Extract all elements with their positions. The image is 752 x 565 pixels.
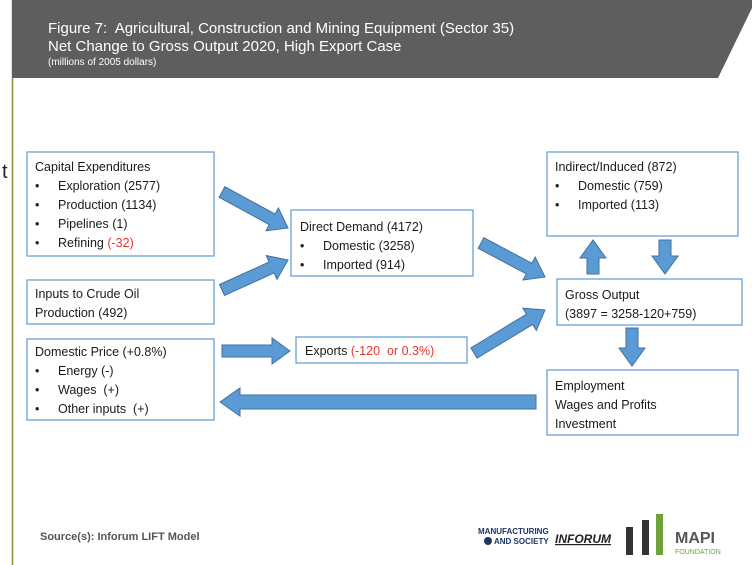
box-line: Exploration (2577) (58, 179, 160, 193)
logo-text: FOUNDATION (675, 549, 721, 556)
box-line: Wages (+) (58, 383, 119, 397)
text-segment: Exploration (2577) (58, 179, 160, 193)
text-segment: Employment (555, 379, 625, 393)
box-line: Energy (-) (58, 364, 114, 378)
text-segment: (-32) (107, 236, 133, 250)
text-segment: Wages and Profits (555, 398, 657, 412)
bullet: • (35, 236, 39, 250)
box-line: Domestic (759) (578, 179, 663, 193)
logo-bar (656, 514, 663, 555)
bullet: • (35, 198, 39, 212)
box-line: Production (492) (35, 306, 127, 320)
box-line: Pipelines (1) (58, 217, 127, 231)
bullet: • (35, 179, 39, 193)
units: (millions of 2005 dollars) (48, 57, 156, 68)
stray-text: t (2, 161, 8, 183)
text-segment: Gross Output (565, 288, 640, 302)
box-line: Employment (555, 379, 625, 393)
bullet: • (300, 258, 304, 272)
box-line: Gross Output (565, 288, 640, 302)
logo-text: MAPI (675, 530, 715, 547)
arrow (651, 239, 679, 275)
box-line: Other inputs (+) (58, 402, 149, 416)
box-line: Wages and Profits (555, 398, 657, 412)
bullet: • (35, 364, 39, 378)
text-segment: Investment (555, 417, 617, 431)
text-segment: Domestic Price (+0.8%) (35, 345, 167, 359)
box-line: Domestic Price (+0.8%) (35, 345, 167, 359)
logo-text: MANUFACTURING (478, 527, 549, 536)
text-segment: Inputs to Crude Oil (35, 287, 139, 301)
arrow (218, 254, 289, 297)
box-line: (3897 = 3258-120+759) (565, 307, 696, 321)
box-line: Refining (-32) (58, 236, 134, 250)
arrow (477, 237, 546, 281)
arrow (219, 387, 537, 417)
text-segment: Domestic (3258) (323, 239, 415, 253)
box-line: Imported (914) (323, 258, 405, 272)
text-segment: Other inputs (+) (58, 402, 149, 416)
bullet: • (555, 179, 559, 193)
text-segment: (-120 or 0.3%) (351, 344, 434, 358)
title-line1: Figure 7: Agricultural, Construction and… (48, 20, 514, 37)
box (26, 279, 215, 325)
text-segment: (3897 = 3258-120+759) (565, 307, 696, 321)
text-segment: Indirect/Induced (872) (555, 160, 677, 174)
box-line: Direct Demand (4172) (300, 220, 423, 234)
header-banner (12, 0, 752, 78)
text-segment: Exports (305, 344, 351, 358)
text-segment: Production (1134) (58, 198, 156, 212)
box (26, 338, 215, 421)
text-segment: Refining (58, 236, 107, 250)
box (546, 369, 739, 436)
logo-icon (484, 537, 492, 545)
logo-bar (626, 527, 633, 555)
box-line: Domestic (3258) (323, 239, 415, 253)
title-line2: Net Change to Gross Output 2020, High Ex… (48, 38, 402, 55)
box-line: Imported (113) (578, 198, 659, 212)
arrow (218, 186, 289, 232)
arrow (221, 337, 291, 365)
logo-text: INFORUM (555, 532, 612, 546)
logo-bar (642, 520, 649, 555)
bullet: • (300, 239, 304, 253)
text-segment: Energy (-) (58, 364, 114, 378)
box-line: Capital Expenditures (35, 160, 150, 174)
bullet: • (35, 217, 39, 231)
box-line: Exports (-120 or 0.3%) (305, 344, 434, 358)
logos: MANUFACTURING AND SOCIETY INFORUM MAPI F… (478, 514, 721, 556)
arrow (579, 239, 607, 275)
text-segment: Wages (+) (58, 383, 119, 397)
box-line: Inputs to Crude Oil (35, 287, 139, 301)
text-segment: Production (492) (35, 306, 127, 320)
box (295, 336, 468, 364)
arrow (470, 307, 546, 359)
box-line: Indirect/Induced (872) (555, 160, 677, 174)
text-segment: Direct Demand (4172) (300, 220, 423, 234)
box (26, 151, 215, 257)
text-segment: Domestic (759) (578, 179, 663, 193)
box-line: Investment (555, 417, 617, 431)
box (290, 209, 474, 277)
bullet: • (555, 198, 559, 212)
bullet: • (35, 402, 39, 416)
text-segment: Imported (113) (578, 198, 659, 212)
text-segment: Imported (914) (323, 258, 405, 272)
bullet: • (35, 383, 39, 397)
text-segment: Pipelines (1) (58, 217, 127, 231)
box (546, 151, 739, 237)
source: Source(s): Inforum LIFT Model (40, 531, 200, 543)
box (556, 278, 743, 326)
arrow (618, 327, 646, 367)
text-segment: Capital Expenditures (35, 160, 150, 174)
box-line: Production (1134) (58, 198, 156, 212)
logo-text: AND SOCIETY (494, 537, 549, 546)
